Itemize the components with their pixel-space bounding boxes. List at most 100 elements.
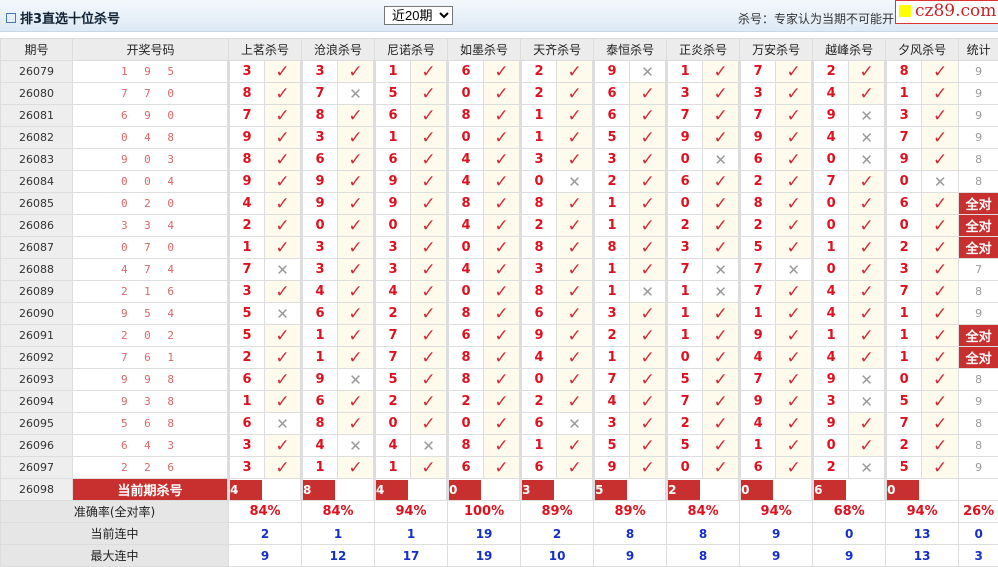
check-icon: ✓ (629, 214, 668, 237)
draw-number-cell: 0 7 0 (72, 236, 229, 259)
check-icon: ✓ (263, 60, 303, 83)
kill-number-cell: 3 (227, 434, 265, 457)
kill-number-cell: 4 (446, 148, 485, 171)
footer-value: 89% (593, 500, 668, 523)
check-icon: ✓ (337, 104, 376, 127)
kill-number-cell: 1 (227, 390, 265, 413)
footer-value: 8 (666, 544, 741, 567)
column-header-period: 期号 (0, 38, 73, 61)
kill-number-cell: 0 (665, 148, 704, 171)
column-header-expert: 上茗杀号 (227, 38, 303, 61)
cross-icon: ✕ (848, 456, 887, 479)
kill-number-cell: 7 (373, 346, 412, 369)
check-icon: ✓ (848, 434, 887, 457)
draw-number-cell: 2 1 6 (72, 280, 229, 303)
check-icon: ✓ (556, 126, 595, 149)
square-icon (6, 13, 16, 23)
check-icon: ✓ (775, 434, 814, 457)
check-icon: ✓ (702, 104, 741, 127)
hit-count-cell: 8 (958, 280, 998, 303)
check-icon: ✓ (263, 434, 303, 457)
check-icon: ✓ (483, 434, 522, 457)
check-icon: ✓ (702, 412, 741, 435)
kill-number-cell: 1 (884, 302, 923, 325)
check-icon: ✓ (556, 60, 595, 83)
kill-number-cell: 0 (884, 170, 923, 193)
kill-number-cell: 4 (446, 258, 485, 281)
kill-number-cell: 2 (227, 346, 265, 369)
check-icon: ✓ (848, 280, 887, 303)
check-icon: ✓ (848, 258, 887, 281)
check-icon: ✓ (702, 170, 741, 193)
check-icon: ✓ (921, 434, 960, 457)
check-icon: ✓ (775, 456, 814, 479)
check-icon: ✓ (702, 60, 741, 83)
check-icon: ✓ (921, 412, 960, 435)
kill-number-cell: 2 (884, 236, 923, 259)
kill-number-cell: 1 (300, 456, 339, 479)
footer-value: 2 (520, 522, 595, 545)
kill-number-cell: 3 (738, 82, 777, 105)
check-icon: ✓ (337, 346, 376, 369)
kill-number-cell: 5 (665, 368, 704, 391)
current-kill-number: 5 (596, 479, 628, 500)
check-icon: ✓ (263, 390, 303, 413)
draw-number-cell: 3 3 4 (72, 214, 229, 237)
current-kill-number: 8 (304, 479, 336, 500)
kill-number-cell: 0 (665, 192, 704, 215)
table-row: 26085 0 2 0 4 ✓ 9 ✓ 9 ✓ 8 ✓ 8 ✓ 1 ✓ 0 ✓ 8 ✓ 0 ✓ 6 ✓ 全对 (0, 192, 998, 215)
check-icon: ✓ (337, 148, 376, 171)
table-row: 26093 9 9 8 6 ✓ 9 ✕ 5 ✓ 8 ✓ 0 ✓ 7 ✓ 5 ✓ 7 ✓ 9 ✕ 0 ✓ 8 (0, 368, 998, 391)
footer-value: 19 (447, 522, 522, 545)
max-streak-row: 最大连中 9 12 17 19 10 9 8 9 9 13 3 (0, 544, 998, 567)
kill-number-cell: 4 (373, 280, 412, 303)
check-icon: ✓ (263, 126, 303, 149)
kill-number-cell: 8 (592, 236, 631, 259)
kill-number-cell: 0 (373, 412, 412, 435)
kill-number-cell: 5 (227, 302, 265, 325)
footer-value: 8 (593, 522, 668, 545)
check-icon: ✓ (556, 390, 595, 413)
check-icon: ✓ (556, 148, 595, 171)
period-cell: 26097 (0, 456, 73, 479)
cross-icon: ✕ (629, 60, 668, 83)
kill-number-cell: 7 (884, 126, 923, 149)
draw-number-cell: 9 5 4 (72, 302, 229, 325)
kill-number-cell: 4 (592, 390, 631, 413)
kill-number-cell: 9 (811, 368, 850, 391)
draw-number-cell: 9 0 3 (72, 148, 229, 171)
kill-number-cell: 0 (884, 368, 923, 391)
kill-number-cell: 6 (665, 170, 704, 193)
check-icon: ✓ (775, 236, 814, 259)
period-range-select[interactable]: 近20期 (384, 6, 453, 25)
kill-number-cell: 5 (884, 456, 923, 479)
check-icon: ✓ (410, 412, 449, 435)
kill-number-cell: 1 (884, 324, 923, 347)
cross-icon: ✕ (848, 104, 887, 127)
cross-icon: ✕ (702, 258, 741, 281)
kill-number-cell: 3 (665, 82, 704, 105)
check-icon: ✓ (921, 346, 960, 369)
hit-count-cell: 8 (958, 170, 998, 193)
kill-number-cell: 9 (300, 170, 339, 193)
current-kill-number: 2 (669, 479, 701, 500)
footer-value: 9 (739, 522, 814, 545)
footer-value: 13 (885, 522, 960, 545)
kill-number-cell: 3 (665, 236, 704, 259)
kill-number-cell: 0 (665, 346, 704, 369)
logo-square-icon (899, 5, 911, 17)
check-icon: ✓ (702, 126, 741, 149)
kill-number-cell: 6 (300, 390, 339, 413)
kill-number-cell: 0 (446, 412, 485, 435)
kill-number-table: 期号 开奖号码 上茗杀号 沧浪杀号 尼诺杀号 如墨杀号 天齐杀号 泰恒杀号 正炎杀号 万安杀号 越峰… (0, 38, 998, 567)
check-icon: ✓ (556, 346, 595, 369)
check-icon: ✓ (483, 126, 522, 149)
check-icon: ✓ (848, 82, 887, 105)
kill-number-cell: 6 (446, 324, 485, 347)
check-icon: ✓ (921, 60, 960, 83)
check-icon: ✓ (483, 82, 522, 105)
kill-number-cell: 6 (227, 368, 265, 391)
kill-number-cell: 3 (519, 148, 558, 171)
check-icon: ✓ (410, 148, 449, 171)
footer-value: 12 (301, 544, 376, 567)
